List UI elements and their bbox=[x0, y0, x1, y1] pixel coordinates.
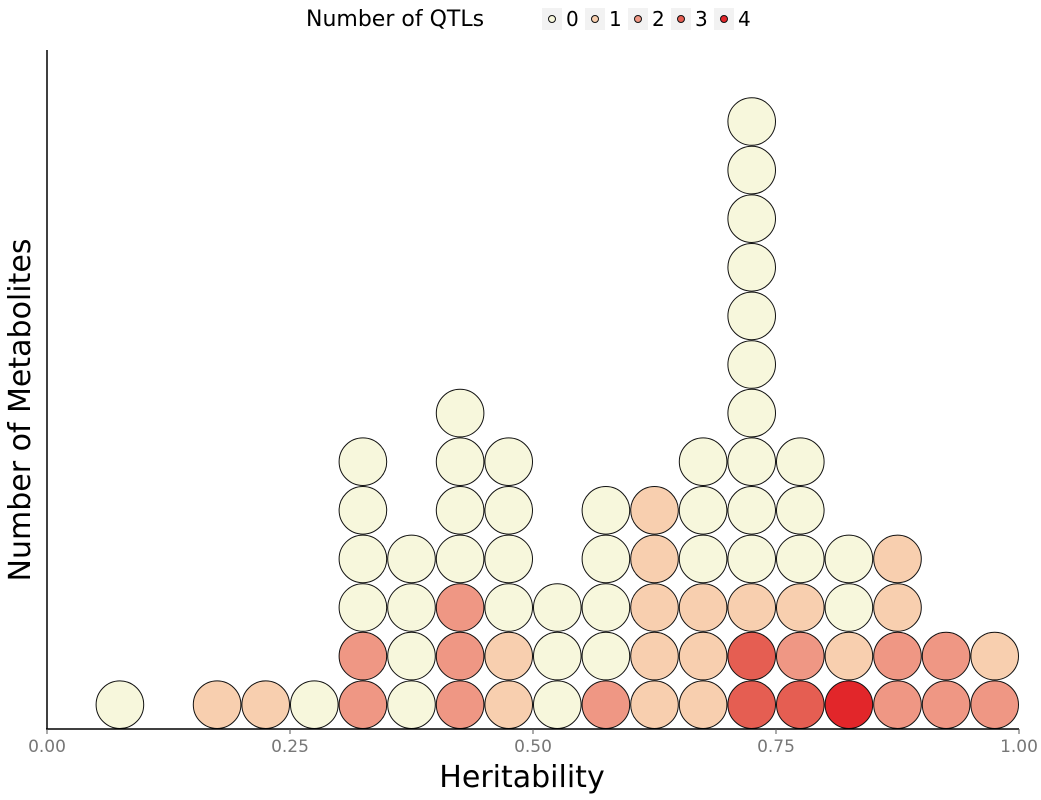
dot-bin10-0 bbox=[630, 680, 679, 730]
dot-bin9-3 bbox=[581, 534, 631, 584]
dot-bin15-2 bbox=[873, 583, 922, 632]
dot-bin10-2 bbox=[630, 583, 679, 632]
dot-bin13-0 bbox=[776, 680, 825, 730]
dot-bin14-2 bbox=[824, 583, 874, 632]
dot-bin12-10 bbox=[727, 194, 777, 243]
dot-bin7-4 bbox=[484, 486, 534, 535]
dot-bin6-1 bbox=[435, 631, 485, 681]
dot-bin2-0 bbox=[241, 680, 291, 730]
x-tick-label-3: 0.75 bbox=[757, 737, 795, 757]
dot-bin10-4 bbox=[630, 486, 679, 535]
dot-bin13-3 bbox=[776, 534, 825, 584]
x-tick-label-2: 0.50 bbox=[514, 737, 552, 757]
dot-bin15-0 bbox=[873, 680, 922, 730]
dot-bin12-12 bbox=[727, 97, 777, 146]
legend-label-2: 2 bbox=[652, 7, 665, 31]
dot-bin11-5 bbox=[678, 437, 728, 487]
dot-bin14-1 bbox=[824, 631, 874, 681]
x-tick-label-1: 0.25 bbox=[271, 737, 309, 757]
dot-bin4-0 bbox=[338, 680, 388, 730]
dot-bin9-1 bbox=[581, 631, 631, 681]
dot-bin11-1 bbox=[678, 631, 728, 681]
legend-label-0: 0 bbox=[566, 7, 579, 31]
dot-bin12-1 bbox=[727, 631, 777, 681]
dot-bin12-11 bbox=[727, 145, 777, 195]
dot-bin6-5 bbox=[435, 437, 485, 487]
dot-bin15-1 bbox=[873, 631, 922, 681]
dot-bin12-9 bbox=[727, 242, 777, 292]
dot-bin16-1 bbox=[921, 631, 971, 681]
dot-bin12-2 bbox=[727, 583, 777, 632]
dot-bin12-8 bbox=[727, 291, 777, 341]
dot-bin8-2 bbox=[533, 583, 582, 632]
dot-bin16-0 bbox=[921, 680, 971, 730]
dot-bin13-4 bbox=[776, 486, 825, 535]
legend-key-3 bbox=[677, 15, 685, 23]
dot-bin13-2 bbox=[776, 583, 825, 632]
dot-bin6-2 bbox=[435, 583, 485, 632]
dot-bin10-1 bbox=[630, 631, 679, 681]
dot-bin5-1 bbox=[387, 631, 436, 681]
legend-key-4 bbox=[720, 15, 728, 23]
dot-bin11-4 bbox=[678, 486, 728, 535]
dot-bin13-5 bbox=[776, 437, 825, 487]
dot-bin7-2 bbox=[484, 583, 534, 632]
dot-bin11-0 bbox=[678, 680, 728, 730]
dot-bin12-4 bbox=[727, 486, 777, 535]
dot-bin12-5 bbox=[727, 437, 777, 487]
legend-key-1 bbox=[591, 15, 599, 23]
dot-bin10-3 bbox=[630, 534, 679, 584]
dot-bin4-2 bbox=[338, 583, 388, 632]
dot-bin6-0 bbox=[435, 680, 485, 730]
legend-label-1: 1 bbox=[609, 7, 622, 31]
dot-bin4-1 bbox=[338, 631, 388, 681]
dot-bin8-0 bbox=[533, 680, 582, 730]
dot-bin11-2 bbox=[678, 583, 728, 632]
dot-bin12-6 bbox=[727, 388, 777, 438]
x-tick-label-4: 1.00 bbox=[1000, 737, 1038, 757]
dot-bin7-1 bbox=[484, 631, 534, 681]
legend-key-0 bbox=[548, 15, 556, 23]
dot-bin4-5 bbox=[338, 437, 388, 487]
legend-title: Number of QTLs bbox=[306, 7, 484, 32]
dot-bin12-7 bbox=[727, 340, 777, 389]
dots-layer bbox=[95, 97, 1020, 730]
dot-bin7-0 bbox=[484, 680, 534, 730]
dot-bin8-1 bbox=[533, 631, 582, 681]
dot-bin11-3 bbox=[678, 534, 728, 584]
dot-bin7-5 bbox=[484, 437, 534, 487]
x-tick-label-0: 0.00 bbox=[28, 737, 66, 757]
dot-bin5-3 bbox=[387, 534, 436, 584]
dot-bin4-4 bbox=[338, 486, 388, 535]
dot-bin7-3 bbox=[484, 534, 534, 584]
dot-bin1-0 bbox=[192, 680, 242, 730]
dot-bin6-4 bbox=[435, 486, 485, 535]
dot-bin12-0 bbox=[727, 680, 777, 730]
dot-bin12-3 bbox=[727, 534, 777, 584]
dot-bin15-3 bbox=[873, 534, 922, 584]
dot-bin6-6 bbox=[435, 388, 485, 438]
dot-bin9-2 bbox=[581, 583, 631, 632]
dot-bin0-0 bbox=[95, 680, 145, 730]
legend-label-4: 4 bbox=[738, 7, 751, 31]
legend: Number of QTLs 0 1 2 3 4 bbox=[306, 7, 751, 32]
dot-bin13-1 bbox=[776, 631, 825, 681]
dot-bin17-1 bbox=[970, 631, 1020, 681]
dot-bin14-3 bbox=[824, 534, 874, 584]
x-axis-ticks: 0.00 0.25 0.50 0.75 1.00 bbox=[28, 729, 1038, 757]
dot-bin9-4 bbox=[581, 486, 631, 535]
dot-bin17-0 bbox=[970, 680, 1020, 730]
legend-key-2 bbox=[634, 15, 642, 23]
y-axis-title: Number of Metabolites bbox=[3, 239, 38, 582]
dot-bin4-3 bbox=[338, 534, 388, 584]
x-axis-title: Heritability bbox=[439, 760, 604, 795]
dot-bin14-0 bbox=[824, 680, 874, 730]
dot-bin6-3 bbox=[435, 534, 485, 584]
legend-label-3: 3 bbox=[695, 7, 708, 31]
dot-bin5-0 bbox=[387, 680, 436, 730]
dot-bin3-0 bbox=[290, 680, 339, 730]
dot-bin5-2 bbox=[387, 583, 436, 632]
dot-bin9-0 bbox=[581, 680, 631, 730]
